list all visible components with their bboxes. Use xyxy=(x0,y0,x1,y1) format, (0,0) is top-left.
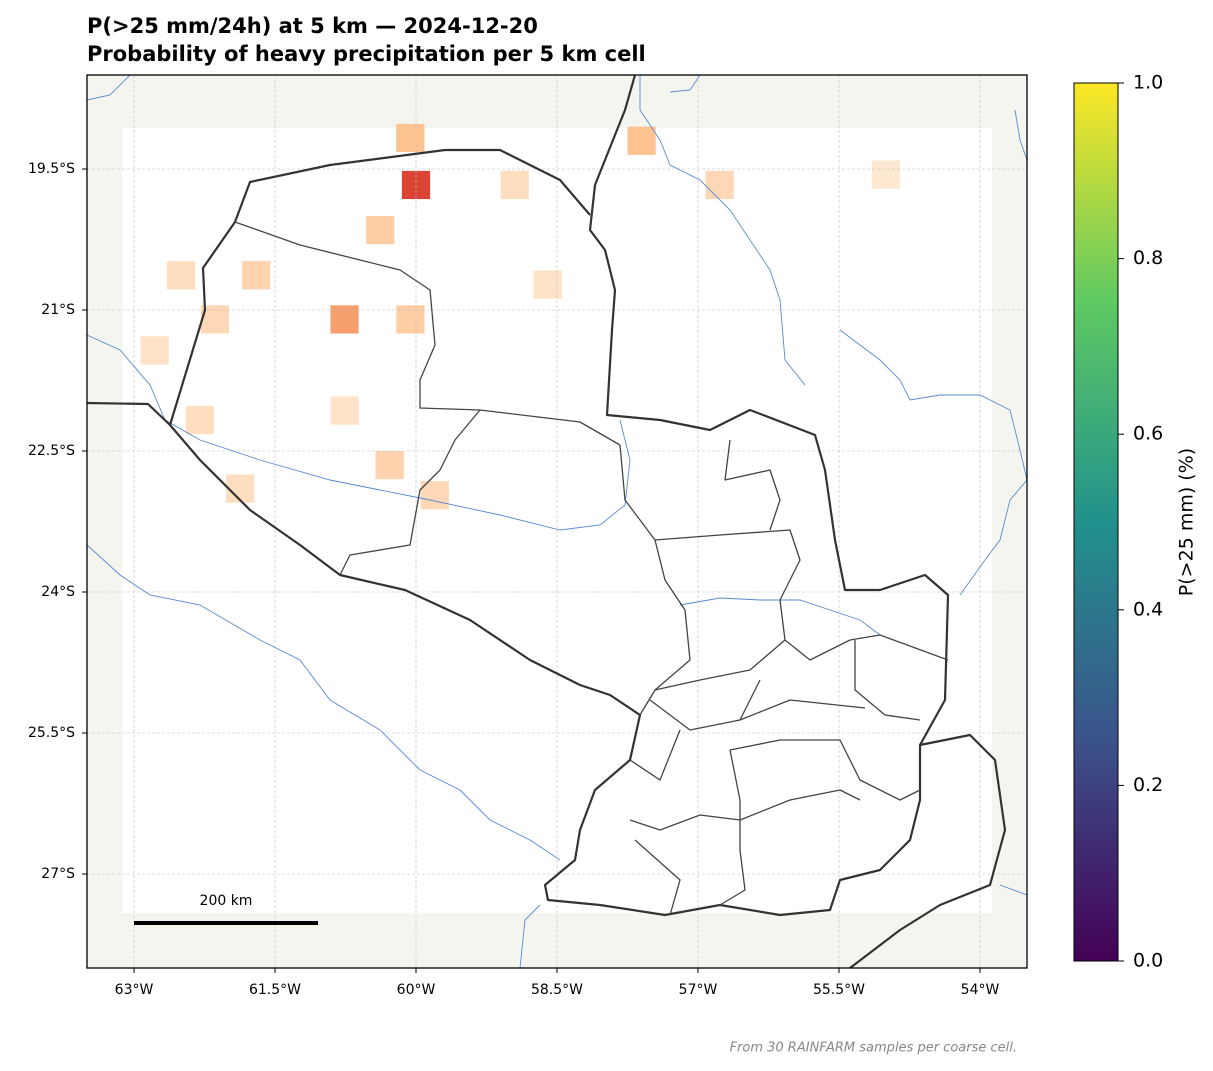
y-tick-label: 19.5°S xyxy=(28,161,75,177)
department-border xyxy=(649,679,866,731)
x-tick-label: 58.5°W xyxy=(531,982,583,998)
probability-cell xyxy=(396,123,425,153)
river xyxy=(87,544,561,861)
department-border xyxy=(629,749,861,906)
river xyxy=(639,75,806,386)
river xyxy=(839,329,1027,481)
y-tick-label: 24°S xyxy=(41,584,75,600)
probability-cell xyxy=(242,261,271,290)
probability-cell xyxy=(330,396,359,425)
map-area: 200 km xyxy=(87,75,1027,968)
x-tick-label: 60°W xyxy=(397,982,436,998)
department-border xyxy=(724,439,781,531)
river xyxy=(959,479,1027,596)
x-tick-label: 61.5°W xyxy=(249,982,301,998)
probability-cell xyxy=(185,405,214,435)
x-tick-label: 63°W xyxy=(115,982,154,998)
colorbar-label: P(>25 mm) (%) xyxy=(1176,448,1198,596)
probability-cell xyxy=(375,451,404,480)
river xyxy=(1014,109,1027,161)
department-border xyxy=(634,839,681,916)
subtitle: Probability of heavy precipitation per 5… xyxy=(87,42,646,66)
river xyxy=(999,884,1027,896)
probability-cell xyxy=(420,481,449,510)
y-tick-label: 25.5°S xyxy=(28,725,75,741)
probability-cell xyxy=(533,270,562,299)
probability-cell xyxy=(140,336,169,365)
y-tick-label: 21°S xyxy=(41,302,75,318)
probability-cell xyxy=(627,126,656,155)
probability-cell xyxy=(705,170,734,200)
colorbar-tick-label: 0.2 xyxy=(1133,774,1163,796)
scale-bar-label: 200 km xyxy=(200,893,253,909)
probability-cell xyxy=(500,170,529,200)
colorbar-tick-label: 0.8 xyxy=(1133,247,1163,269)
colorbar xyxy=(1073,82,1119,962)
department-border xyxy=(339,409,481,576)
department-border xyxy=(629,729,921,801)
y-tick-label: 22.5°S xyxy=(28,443,75,459)
y-tick-label: 27°S xyxy=(41,866,75,882)
colorbar-tick-label: 0.6 xyxy=(1133,423,1163,445)
colorbar-tick-label: 1.0 xyxy=(1133,72,1163,94)
rivers xyxy=(87,75,1027,968)
river xyxy=(519,904,541,968)
country-border xyxy=(87,75,950,917)
x-tick-label: 57°W xyxy=(679,982,718,998)
probability-cell xyxy=(226,474,255,503)
boundaries xyxy=(87,75,1007,968)
colorbar-tick-label: 0.4 xyxy=(1133,598,1163,620)
river xyxy=(87,75,131,101)
department-border xyxy=(654,529,949,661)
probability-cell xyxy=(330,305,359,334)
title: P(>25 mm/24h) at 5 km — 2024-12-20 xyxy=(87,14,538,38)
river xyxy=(87,334,631,531)
x-tick-label: 55.5°W xyxy=(813,982,865,998)
probability-cell xyxy=(396,305,425,334)
x-tick-label: 54°W xyxy=(961,982,1000,998)
grid xyxy=(87,75,1027,968)
river xyxy=(669,75,701,93)
department-border xyxy=(619,444,691,716)
country-border xyxy=(849,733,1007,968)
footnote: From 30 RAINFARM samples per coarse cell… xyxy=(730,1041,1017,1056)
country-border xyxy=(168,148,591,426)
department-border xyxy=(654,639,786,691)
department-border xyxy=(854,640,921,721)
probability-cell xyxy=(871,160,901,189)
river xyxy=(679,597,881,636)
colorbar-tick-label: 0.0 xyxy=(1133,950,1163,972)
probability-cell xyxy=(366,216,395,245)
probability-cell xyxy=(166,261,196,290)
department-border xyxy=(234,221,621,446)
